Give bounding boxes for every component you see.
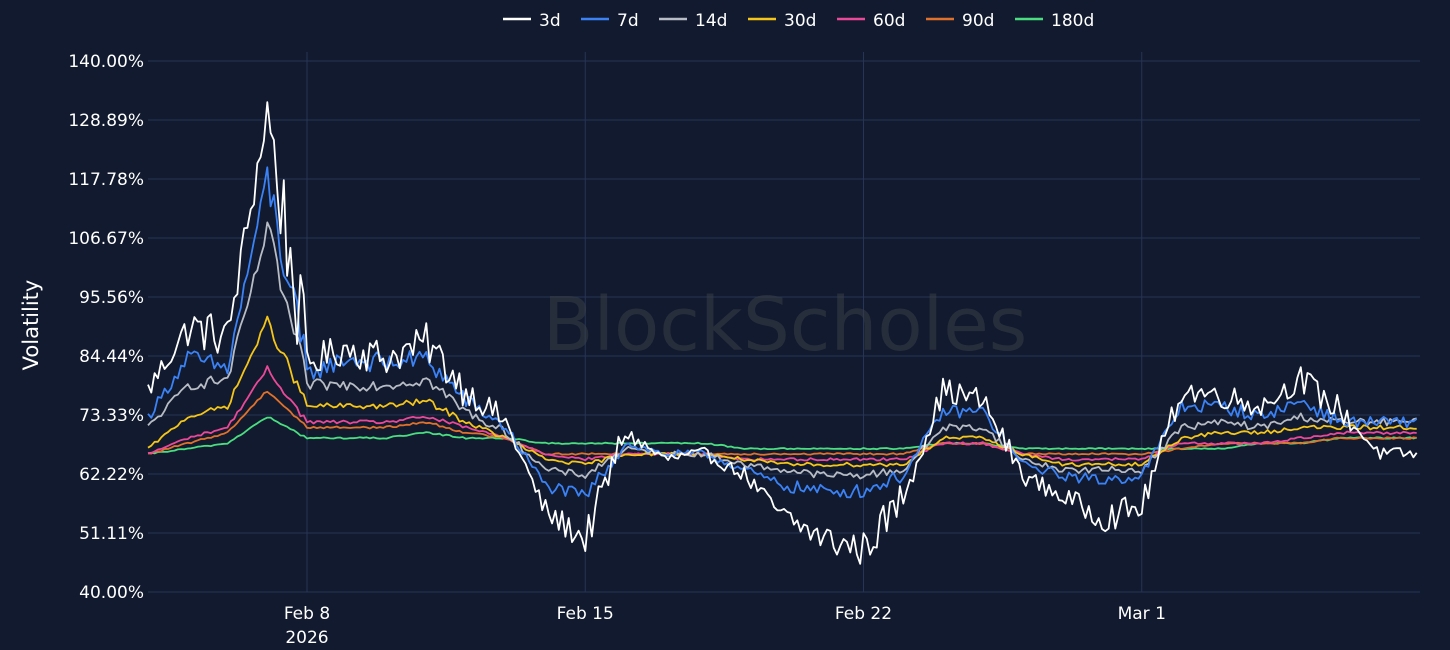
x-tick-label: Feb 8 (284, 604, 330, 624)
y-tick-label: 51.11% (79, 524, 144, 544)
series-line-7d (147, 166, 1418, 499)
x-tick-year-label: 2026 (285, 628, 328, 648)
y-axis-title: Volatility (19, 280, 43, 371)
series-line-60d (147, 365, 1417, 462)
series-line-90d (147, 390, 1417, 456)
series-line-180d (147, 416, 1417, 455)
y-tick-label: 40.00% (79, 583, 144, 603)
series-line-14d (147, 221, 1417, 480)
grid-layer (148, 52, 1420, 593)
y-tick-label: 106.67% (68, 229, 144, 249)
y-axis-ticks: 40.00% 51.11% 62.22% 73.33% 84.44% 95.56% 106.… (68, 52, 144, 603)
legend-label-30d: 30d (784, 11, 816, 31)
legend-label-7d: 7d (617, 11, 639, 31)
y-tick-label: 62.22% (79, 465, 144, 485)
y-tick-label: 140.00% (68, 52, 144, 72)
legend-label-180d: 180d (1051, 11, 1094, 31)
legend-label-60d: 60d (873, 11, 905, 31)
legend-label-90d: 90d (962, 11, 994, 31)
series-line-30d (147, 315, 1417, 468)
series-layer (147, 101, 1418, 565)
x-tick-label: Feb 22 (835, 604, 892, 624)
legend: 3d 7d 14d 30d 60d 90d 180d (503, 11, 1094, 31)
y-tick-label: 128.89% (68, 111, 144, 131)
legend-label-14d: 14d (695, 11, 727, 31)
x-tick-label: Mar 1 (1118, 604, 1166, 624)
watermark-text: BlockScholes (543, 282, 1028, 368)
series-line-3d (147, 101, 1418, 565)
y-tick-label: 73.33% (79, 406, 144, 426)
y-tick-label: 117.78% (68, 170, 144, 190)
x-axis-ticks: Feb 8 2026 Feb 15 Feb 22 Mar 1 (284, 604, 1166, 648)
legend-label-3d: 3d (539, 11, 561, 31)
x-tick-label: Feb 15 (557, 604, 614, 624)
y-tick-label: 95.56% (79, 288, 144, 308)
y-tick-label: 84.44% (79, 347, 144, 367)
